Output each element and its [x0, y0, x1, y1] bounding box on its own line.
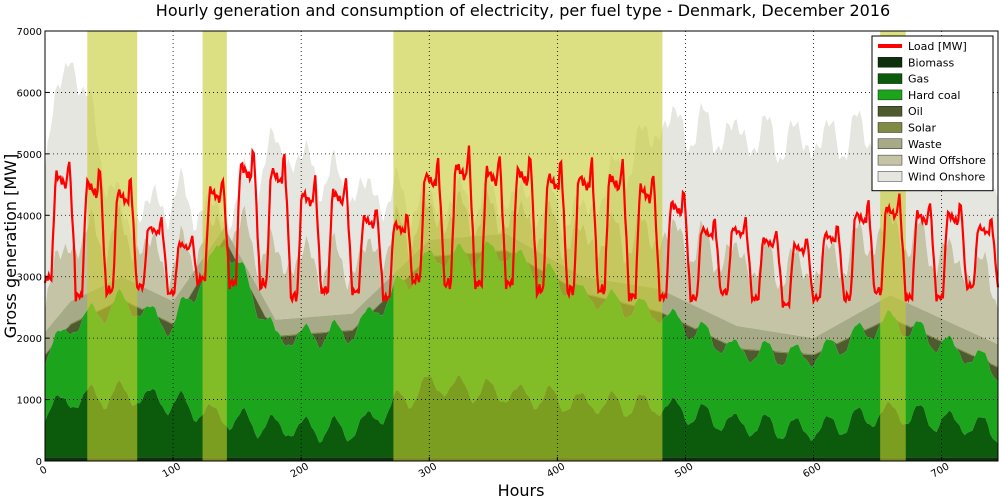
- chart-title: Hourly generation and consumption of ele…: [156, 1, 890, 20]
- y-tick-label: 3000: [17, 273, 42, 284]
- legend-label: Gas: [908, 73, 929, 86]
- x-tick-label: 100: [161, 461, 183, 480]
- x-tick-label: 0: [38, 464, 49, 477]
- legend-label: Solar: [908, 122, 937, 135]
- legend-label: Wind Offshore: [908, 154, 986, 167]
- legend-swatch: [877, 57, 903, 68]
- legend-swatch: [877, 138, 903, 150]
- legend: Load [MW] Biomass Gas Hard coal Oil Solar Wast…: [871, 35, 994, 192]
- y-tick-label: 1000: [17, 396, 42, 407]
- area-wind-offshore: [45, 185, 998, 345]
- legend-label: Hard coal: [908, 89, 960, 102]
- x-tick-label: 300: [417, 461, 439, 480]
- load-line-group: [43, 145, 1000, 310]
- highlight-bands: [87, 31, 906, 461]
- area-waste: [45, 227, 998, 367]
- x-tick-label: 400: [545, 461, 567, 480]
- highlight-band: [87, 31, 138, 461]
- legend-swatch: [877, 122, 903, 133]
- legend-label: Oil: [908, 105, 923, 118]
- legend-label: Wind Onshore: [908, 170, 985, 183]
- legend-label: Biomass: [908, 56, 955, 69]
- x-tick-label: 200: [289, 461, 311, 480]
- legend-swatch: [878, 44, 902, 48]
- legend-swatch: [877, 154, 903, 166]
- legend-swatch: [877, 171, 903, 182]
- x-tick-label: 700: [929, 461, 951, 480]
- legend-label: Load [MW]: [908, 40, 967, 53]
- legend-swatch: [877, 73, 903, 84]
- load-line: [43, 145, 1000, 310]
- x-tick-label: 500: [673, 461, 695, 480]
- y-tick-label: 4000: [17, 211, 42, 222]
- y-axis-ticks: 0 1000 2000 3000 4000 5000 6000 7000: [17, 27, 49, 468]
- y-tick-label: 7000: [17, 27, 42, 38]
- y-tick-label: 6000: [17, 88, 42, 99]
- y-tick-label: 5000: [17, 150, 42, 161]
- plot-frame: [44, 30, 999, 462]
- x-axis-label: Hours: [498, 481, 545, 500]
- y-tick-label: 2000: [17, 334, 42, 345]
- legend-swatch: [877, 89, 903, 101]
- y-tick-label: 0: [36, 457, 42, 468]
- highlight-band: [393, 31, 663, 461]
- legend-label: Waste: [908, 138, 942, 151]
- x-tick-label: 600: [801, 461, 823, 480]
- y-axis-label: Gross generation [MW]: [1, 154, 20, 338]
- legend-swatch: [877, 105, 903, 117]
